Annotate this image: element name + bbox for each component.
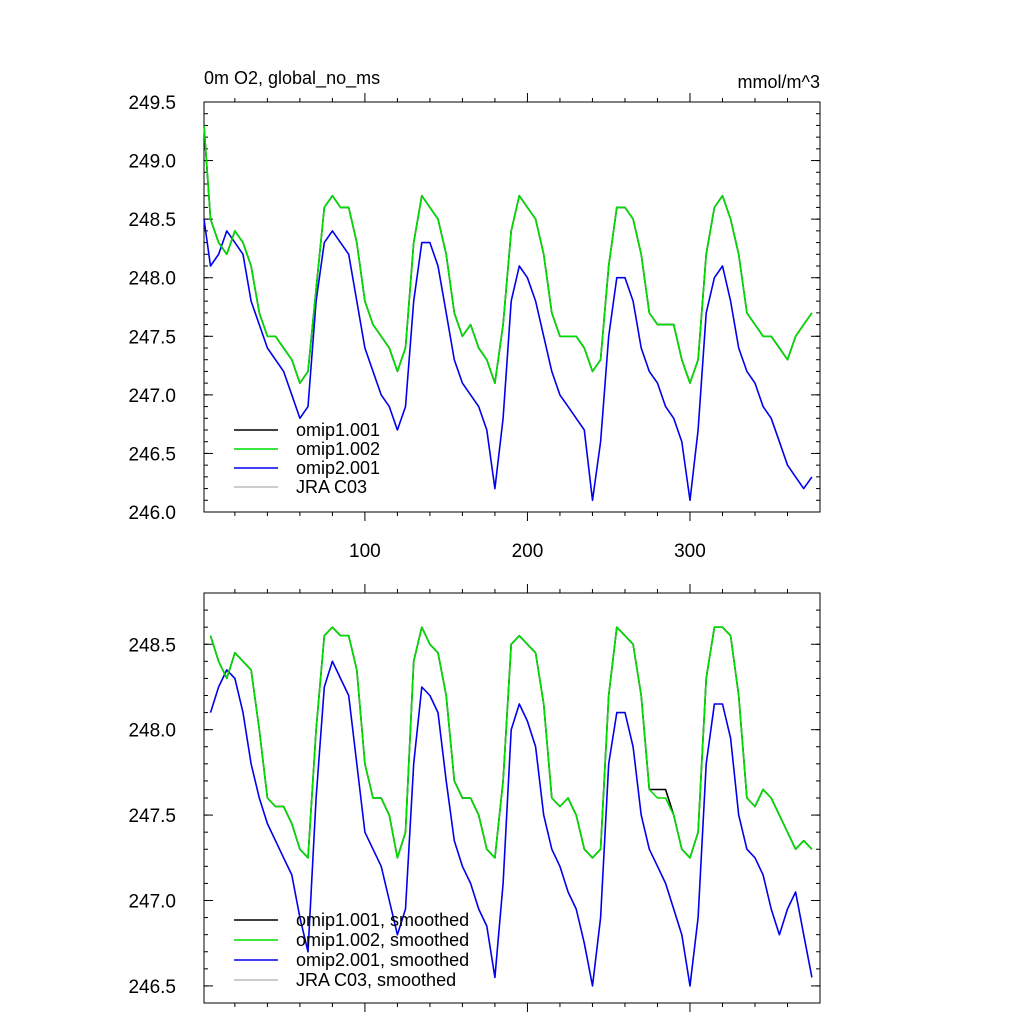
bottom-legend-label: omip2.001, smoothed bbox=[296, 950, 469, 970]
bottom-lines bbox=[209, 626, 813, 987]
bottom-legend-label: JRA C03, smoothed bbox=[296, 970, 456, 990]
top-ytick-label: 249.0 bbox=[128, 152, 176, 173]
bottom-legend-label: omip1.001, smoothed bbox=[296, 910, 469, 930]
top-ytick-label: 247.5 bbox=[128, 327, 176, 348]
top-ytick-label: 247.0 bbox=[128, 386, 176, 407]
top-xtick-label: 300 bbox=[674, 541, 706, 562]
top-panel: 0m O2, global_no_ms mmol/m^3 246.0246.52… bbox=[128, 68, 821, 562]
bottom-ytick-label: 247.5 bbox=[128, 806, 176, 827]
top-legend-label: omip1.002 bbox=[296, 439, 380, 459]
top-axes: 246.0 246.5 247.0 247.5 248.0 248.5 249.0 249.5… bbox=[128, 93, 820, 562]
top-xtick-label: 100 bbox=[349, 541, 381, 562]
bottom-legend-label: omip1.002, smoothed bbox=[296, 930, 469, 950]
top-legend-label: omip1.001 bbox=[296, 420, 380, 440]
bottom-series-omip2-001-smoothed bbox=[209, 660, 813, 987]
top-plot-frame bbox=[203, 101, 821, 513]
bottom-axes: 246.5 247.0 247.5 248.0 248.5 bbox=[128, 584, 820, 1012]
bottom-ytick-label: 247.0 bbox=[128, 892, 176, 913]
top-legend-label: omip2.001 bbox=[296, 458, 380, 478]
top-title-right: mmol/m^3 bbox=[738, 72, 820, 92]
top-legend-label: JRA C03 bbox=[296, 477, 367, 497]
bottom-ytick-label: 248.5 bbox=[128, 635, 176, 656]
top-ytick-label: 248.5 bbox=[128, 210, 176, 231]
top-lines bbox=[203, 125, 813, 502]
top-xtick-label: 200 bbox=[512, 541, 544, 562]
bottom-ytick-label: 248.0 bbox=[128, 721, 176, 742]
top-series-omip2-001 bbox=[203, 218, 813, 502]
top-ytick-label: 249.5 bbox=[128, 93, 176, 114]
top-series-omip1-002 bbox=[203, 125, 813, 384]
bottom-ytick-label: 246.5 bbox=[128, 977, 176, 998]
bottom-panel: 246.5 247.0 247.5 248.0 248.5 omip1.001, smo… bbox=[128, 584, 821, 1012]
bottom-series-omip1-002-smoothed bbox=[209, 626, 813, 859]
top-ytick-label: 246.0 bbox=[128, 503, 176, 524]
top-title-left: 0m O2, global_no_ms bbox=[204, 68, 380, 89]
top-ytick-label: 246.5 bbox=[128, 444, 176, 465]
top-ytick-label: 248.0 bbox=[128, 269, 176, 290]
